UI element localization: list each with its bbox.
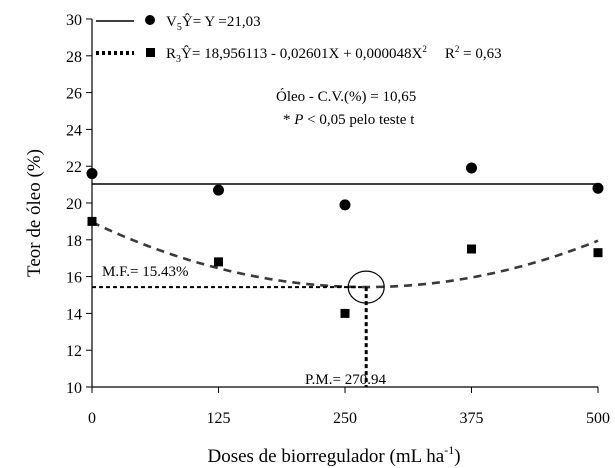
y-tick-label: 16 — [66, 270, 82, 287]
legend-entry-2: R3Ŷ= 18,956113 - 0,02601X + 0,000048X2 R2… — [166, 44, 502, 65]
y-tick-label: 28 — [66, 49, 82, 66]
square-point — [340, 308, 350, 318]
mf-annotation: M.F.= 15.43% — [102, 264, 188, 280]
square-point — [467, 244, 476, 254]
pm-annotation: P.M.= 270.94 — [305, 372, 386, 388]
y-tick-label: 14 — [66, 306, 82, 323]
square-point — [593, 248, 603, 258]
y-tick-label: 30 — [66, 12, 82, 29]
optimum-marker — [92, 270, 385, 387]
cv-annotation: Óleo - C.V.(%) = 10,65 — [276, 88, 416, 105]
y-tick-label: 26 — [66, 86, 82, 103]
square-point — [214, 257, 223, 267]
x-tick-label: 500 — [586, 410, 610, 427]
x-tick-label: 125 — [207, 410, 231, 427]
x-tick-label: 375 — [460, 410, 484, 427]
y-tick-label: 24 — [66, 122, 82, 139]
legend-circle-marker — [145, 15, 155, 25]
legend-square-marker — [146, 48, 155, 57]
y-axis-label: Teor de óleo (%) — [24, 149, 45, 277]
ticks: 10 12 14 16 18 20 22 24 26 28 30 0 125 250 375 500 — [66, 12, 610, 427]
x-tick-label: 250 — [333, 410, 357, 427]
y-tick-label: 18 — [66, 233, 82, 250]
data-points — [86, 162, 604, 318]
y-tick-label: 22 — [66, 159, 82, 176]
square-point — [87, 216, 97, 226]
fit-lines — [91, 183, 599, 289]
circle-point — [86, 168, 98, 180]
y-tick-label: 10 — [66, 380, 82, 397]
legend: V5Ŷ= Y =21,03 R3Ŷ= 18,956113 - 0,02601X … — [96, 13, 502, 65]
circle-point — [592, 182, 604, 194]
y-tick-label: 12 — [66, 343, 82, 360]
circle-point — [213, 184, 224, 196]
optimum-circle — [347, 270, 385, 304]
circle-point — [466, 162, 477, 174]
fit-line-quadratic — [91, 221, 599, 289]
x-tick-label: 0 — [88, 410, 96, 427]
x-axis-label: Doses de biorregulador (mL ha-1) — [207, 443, 460, 467]
y-tick-label: 20 — [66, 196, 82, 213]
circle-point — [339, 199, 351, 211]
legend-entry-1: V5Ŷ= Y =21,03 — [166, 13, 261, 33]
significance-annotation: * P < 0,05 pelo teste t — [283, 112, 415, 128]
